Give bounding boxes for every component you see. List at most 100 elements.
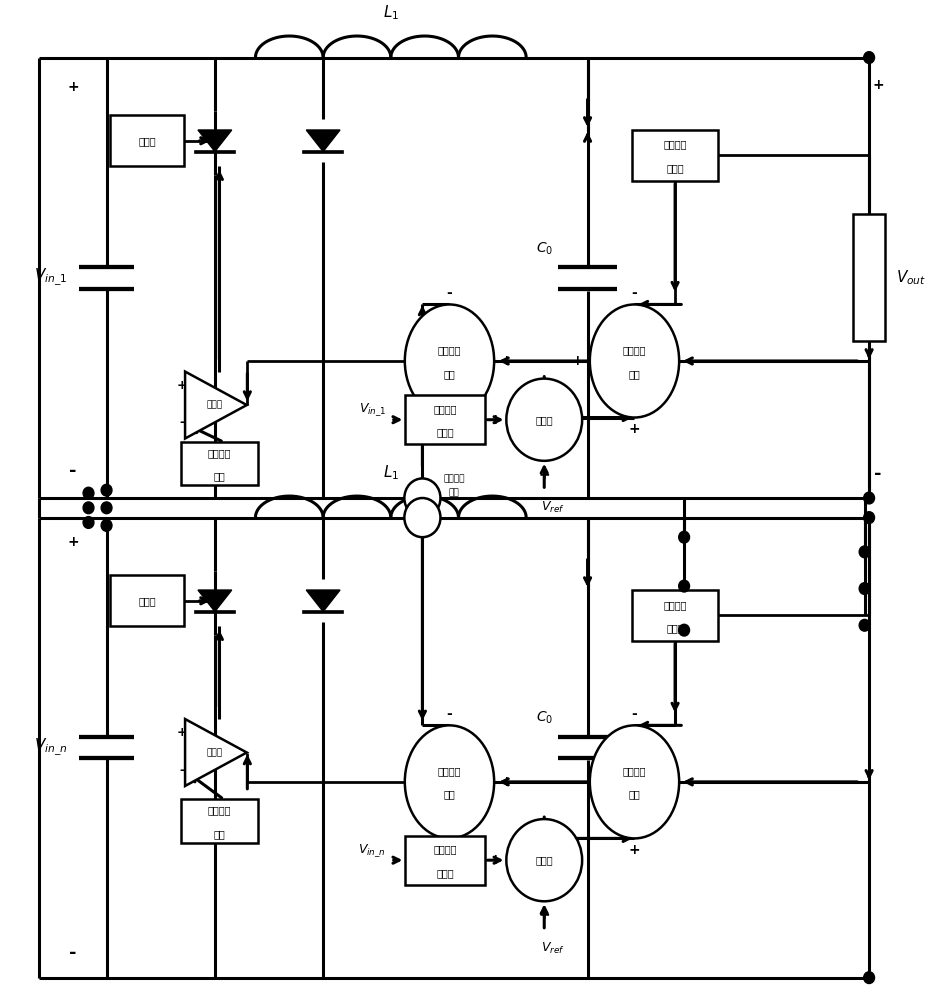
Polygon shape xyxy=(185,719,247,786)
Text: -: - xyxy=(631,707,638,721)
Text: 放大器: 放大器 xyxy=(667,163,684,173)
Text: 第二比例: 第二比例 xyxy=(664,600,687,610)
Bar xyxy=(632,590,718,641)
Polygon shape xyxy=(306,590,340,612)
Text: +: + xyxy=(490,413,501,427)
Text: -: - xyxy=(70,462,77,480)
Text: +: + xyxy=(572,354,583,368)
Text: 第二传递: 第二传递 xyxy=(438,766,461,776)
Text: $L_1$: $L_1$ xyxy=(383,4,398,22)
Text: 三角载波: 三角载波 xyxy=(208,805,231,815)
Circle shape xyxy=(83,502,94,514)
Text: 放大器: 放大器 xyxy=(436,868,453,878)
Text: 单元: 单元 xyxy=(449,489,459,498)
Circle shape xyxy=(679,531,690,543)
Polygon shape xyxy=(198,130,232,152)
Bar xyxy=(110,115,184,166)
Text: 第二传递: 第二传递 xyxy=(438,345,461,355)
Text: 单元: 单元 xyxy=(628,369,641,379)
Text: 电流采样: 电流采样 xyxy=(443,474,465,483)
Bar xyxy=(181,442,258,485)
Polygon shape xyxy=(306,130,340,152)
Circle shape xyxy=(864,492,874,504)
Text: -: - xyxy=(447,707,452,721)
Text: 第一比例: 第一比例 xyxy=(433,844,457,854)
Text: $V_{in\_1}$: $V_{in\_1}$ xyxy=(358,402,386,418)
Text: 加法器: 加法器 xyxy=(535,855,553,865)
Circle shape xyxy=(506,379,582,461)
Circle shape xyxy=(404,478,440,518)
Text: $V_{in\_n}$: $V_{in\_n}$ xyxy=(34,737,68,758)
Text: $C_0$: $C_0$ xyxy=(535,240,553,257)
Ellipse shape xyxy=(590,725,679,838)
Circle shape xyxy=(864,972,874,984)
Text: +: + xyxy=(538,468,550,482)
Polygon shape xyxy=(198,590,232,612)
Text: +: + xyxy=(538,908,550,922)
Text: 加法器: 加法器 xyxy=(535,415,553,425)
Circle shape xyxy=(859,619,870,631)
Circle shape xyxy=(404,498,440,537)
Circle shape xyxy=(506,819,582,901)
Circle shape xyxy=(83,487,94,499)
Text: $C_0$: $C_0$ xyxy=(535,710,553,726)
Bar xyxy=(110,575,184,626)
Polygon shape xyxy=(185,372,247,439)
Circle shape xyxy=(864,512,874,523)
Text: +: + xyxy=(176,379,187,392)
Text: 驱动器: 驱动器 xyxy=(139,596,156,606)
Text: +: + xyxy=(176,726,187,739)
Text: +: + xyxy=(67,535,79,549)
Text: 信号: 信号 xyxy=(213,471,225,481)
Circle shape xyxy=(679,624,690,636)
Text: 第二比例: 第二比例 xyxy=(664,140,687,150)
Text: 单元: 单元 xyxy=(628,790,641,800)
Text: +: + xyxy=(67,80,79,94)
Text: -: - xyxy=(874,465,882,483)
Circle shape xyxy=(679,580,690,592)
Circle shape xyxy=(101,502,112,514)
Text: +: + xyxy=(628,843,641,857)
Text: $V_{out}$: $V_{out}$ xyxy=(897,268,926,287)
Text: $V_{ref}$: $V_{ref}$ xyxy=(542,940,565,956)
Text: 放大器: 放大器 xyxy=(436,427,453,437)
Text: 比较器: 比较器 xyxy=(206,401,223,410)
Circle shape xyxy=(859,546,870,558)
Text: -: - xyxy=(179,764,184,777)
Text: 比较器: 比较器 xyxy=(206,748,223,757)
Text: 放大器: 放大器 xyxy=(667,623,684,633)
Bar xyxy=(405,836,485,885)
Text: $V_{in\_n}$: $V_{in\_n}$ xyxy=(358,842,386,859)
Ellipse shape xyxy=(405,725,494,838)
Ellipse shape xyxy=(405,304,494,418)
Circle shape xyxy=(101,520,112,531)
Circle shape xyxy=(83,517,94,528)
Text: 单元: 单元 xyxy=(443,790,455,800)
Text: +: + xyxy=(501,775,513,789)
Bar xyxy=(405,395,485,444)
Circle shape xyxy=(859,583,870,594)
Text: 信号: 信号 xyxy=(213,829,225,839)
Bar xyxy=(854,214,884,341)
Text: 单元: 单元 xyxy=(443,369,455,379)
Text: 第一传递: 第一传递 xyxy=(623,345,646,355)
Bar xyxy=(181,799,258,843)
Ellipse shape xyxy=(590,304,679,418)
Text: +: + xyxy=(872,78,884,92)
Circle shape xyxy=(101,484,112,496)
Text: -: - xyxy=(631,286,638,300)
Text: $V_{in\_1}$: $V_{in\_1}$ xyxy=(34,267,68,288)
Text: +: + xyxy=(628,422,641,436)
Text: 第一传递: 第一传递 xyxy=(623,766,646,776)
Text: -: - xyxy=(447,286,452,300)
Text: $V_{ref}$: $V_{ref}$ xyxy=(542,500,565,515)
Bar xyxy=(632,130,718,181)
Circle shape xyxy=(864,52,874,63)
Text: 第一比例: 第一比例 xyxy=(433,404,457,414)
Text: -: - xyxy=(70,944,77,962)
Text: 驱动器: 驱动器 xyxy=(139,136,156,146)
Text: $L_1$: $L_1$ xyxy=(383,464,398,482)
Text: +: + xyxy=(501,354,513,368)
Text: +: + xyxy=(490,853,501,867)
Text: -: - xyxy=(179,416,184,429)
